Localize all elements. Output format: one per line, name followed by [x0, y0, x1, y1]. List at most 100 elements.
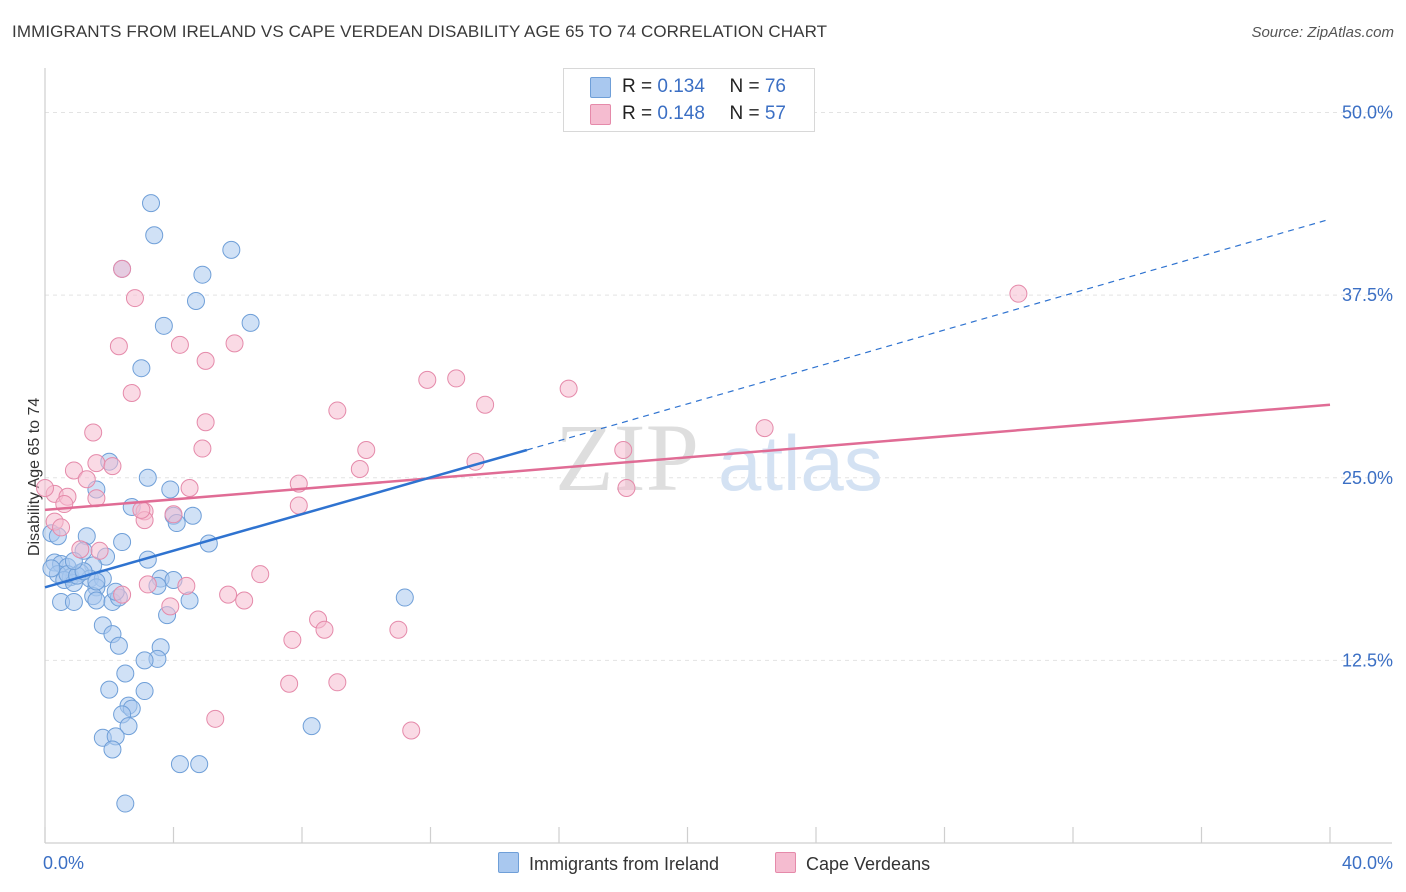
- point-cape-verdean: [164, 505, 183, 524]
- point-ireland: [138, 468, 157, 487]
- point-cape-verdean: [170, 335, 189, 354]
- point-cape-verdean: [113, 259, 132, 278]
- point-ireland: [186, 291, 205, 310]
- legend-n-label: N =: [729, 103, 765, 124]
- correlation-legend: R = 0.134 N = 76 R = 0.148 N = 57: [563, 68, 815, 132]
- source-label: Source: ZipAtlas.com: [1251, 24, 1394, 41]
- y-tick-label: 25.0%: [1342, 468, 1393, 488]
- point-cape-verdean: [350, 459, 369, 478]
- point-cape-verdean: [132, 500, 151, 519]
- legend-swatch-ireland: [498, 852, 519, 873]
- point-cape-verdean: [315, 620, 334, 639]
- point-ireland: [183, 506, 202, 525]
- legend-swatch-ireland: [590, 77, 611, 98]
- point-cape-verdean: [77, 470, 96, 489]
- point-cape-verdean: [476, 395, 495, 414]
- tick-labels: 12.5% 25.0% 37.5% 50.0% 0.0% 40.0%: [43, 103, 1393, 873]
- point-ireland: [113, 533, 132, 552]
- point-cape-verdean: [235, 591, 254, 610]
- point-ireland: [116, 664, 135, 683]
- point-cape-verdean: [122, 384, 141, 403]
- point-cape-verdean: [389, 620, 408, 639]
- legend-r-value: 0.134: [657, 76, 705, 97]
- y-tick-label: 50.0%: [1342, 103, 1393, 123]
- chart-title: IMMIGRANTS FROM IRELAND VS CAPE VERDEAN …: [12, 22, 828, 41]
- point-cape-verdean: [283, 630, 302, 649]
- point-cape-verdean: [328, 673, 347, 692]
- point-cape-verdean: [225, 334, 244, 353]
- y-tick-label: 37.5%: [1342, 285, 1393, 305]
- trend-lines: [44, 218, 1331, 589]
- point-cape-verdean: [559, 379, 578, 398]
- point-ireland: [42, 559, 61, 578]
- point-cape-verdean: [755, 419, 774, 438]
- point-ireland: [135, 651, 154, 670]
- point-ireland: [116, 794, 135, 813]
- point-ireland: [103, 740, 122, 759]
- trend-line-cape-verdean: [44, 403, 1331, 512]
- point-ireland: [241, 313, 260, 332]
- point-ireland: [142, 194, 161, 213]
- point-ireland: [222, 240, 241, 259]
- watermark: ZIPatlas: [555, 404, 883, 511]
- point-cape-verdean: [64, 461, 83, 480]
- legend-item-cape-verdean: Cape Verdeans: [775, 852, 930, 875]
- point-ireland: [170, 755, 189, 774]
- legend-swatch-cape-verdean: [590, 104, 611, 125]
- point-cape-verdean: [161, 597, 180, 616]
- point-cape-verdean: [328, 401, 347, 420]
- point-cape-verdean: [90, 541, 109, 560]
- point-cape-verdean: [206, 709, 225, 728]
- point-cape-verdean: [193, 439, 212, 458]
- legend-label-ireland: Immigrants from Ireland: [529, 854, 720, 874]
- point-cape-verdean: [87, 454, 106, 473]
- point-cape-verdean: [36, 478, 54, 497]
- trend-line-ireland: [44, 448, 528, 589]
- point-cape-verdean: [289, 496, 308, 515]
- point-ireland: [395, 588, 414, 607]
- point-cape-verdean: [177, 576, 196, 595]
- x-tick-label: 40.0%: [1342, 853, 1393, 873]
- y-tick-label: 12.5%: [1342, 650, 1393, 670]
- legend-n-label: N =: [729, 76, 765, 97]
- point-ireland: [132, 359, 151, 378]
- point-cape-verdean: [219, 585, 238, 604]
- legend-n-value: 76: [764, 76, 786, 97]
- legend-label-cape-verdean: Cape Verdeans: [806, 854, 931, 874]
- point-ireland: [109, 636, 128, 655]
- point-cape-verdean: [402, 721, 421, 740]
- legend-r-label: R =: [622, 76, 658, 97]
- point-cape-verdean: [196, 413, 215, 432]
- legend-row-ireland: R = 0.134 N = 76: [622, 76, 786, 98]
- axes: [44, 68, 1392, 844]
- point-cape-verdean: [1009, 284, 1028, 303]
- point-ireland: [193, 265, 212, 284]
- legend-r-value: 0.148: [657, 103, 705, 124]
- watermark-atlas: atlas: [718, 419, 883, 507]
- point-cape-verdean: [84, 423, 103, 442]
- point-cape-verdean: [103, 457, 122, 476]
- trend-line-ireland-extension: [526, 218, 1331, 451]
- x-tick-label: 0.0%: [43, 853, 84, 873]
- legend-swatch-cape-verdean: [775, 852, 796, 873]
- point-cape-verdean: [280, 674, 299, 693]
- legend-row-cape-verdean: R = 0.148 N = 57: [622, 103, 786, 125]
- point-cape-verdean: [251, 565, 270, 584]
- point-ireland: [145, 226, 164, 245]
- point-ireland: [100, 680, 119, 699]
- point-cape-verdean: [109, 337, 128, 356]
- point-cape-verdean: [125, 289, 144, 308]
- point-cape-verdean: [113, 585, 132, 604]
- point-cape-verdean: [196, 351, 215, 370]
- point-cape-verdean: [418, 370, 437, 389]
- grid-lines: [45, 112, 1392, 661]
- point-ireland: [302, 717, 321, 736]
- legend-n-value: 57: [764, 103, 786, 124]
- point-cape-verdean: [614, 441, 633, 460]
- point-ireland: [190, 755, 209, 774]
- point-cape-verdean: [180, 478, 199, 497]
- point-cape-verdean: [52, 518, 71, 537]
- point-ireland: [87, 591, 106, 610]
- legend-r-label: R =: [622, 103, 658, 124]
